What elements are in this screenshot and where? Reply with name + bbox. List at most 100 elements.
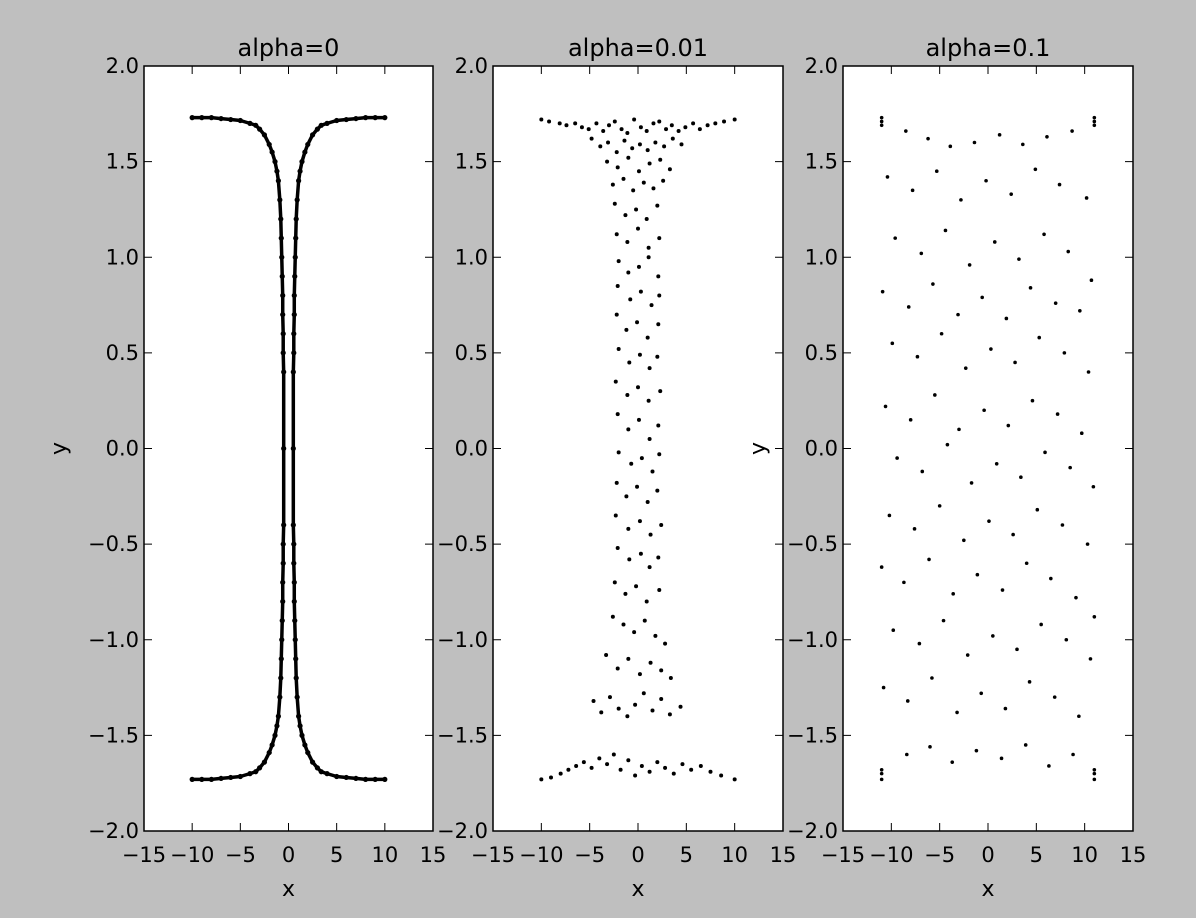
data-point <box>539 777 544 782</box>
data-point <box>646 398 651 403</box>
y-tick-label: 0.0 <box>455 437 488 461</box>
data-point <box>598 144 603 149</box>
data-point <box>631 188 636 193</box>
data-points <box>879 115 1097 782</box>
data-point <box>558 771 563 776</box>
y-tick-label: −1.0 <box>88 628 139 652</box>
x-tick-label: 15 <box>770 843 797 867</box>
y-tick-label: −0.5 <box>437 532 488 556</box>
data-point <box>612 580 617 585</box>
data-point <box>679 142 684 147</box>
data-point <box>605 762 610 767</box>
data-point <box>1003 706 1008 711</box>
data-point <box>626 526 631 531</box>
data-points <box>189 115 388 782</box>
data-point <box>957 427 961 432</box>
data-point <box>616 259 621 264</box>
data-point <box>612 201 617 206</box>
data-point <box>626 155 631 160</box>
y-tick-label: −1.5 <box>787 723 838 747</box>
x-tick-label: −5 <box>574 843 605 867</box>
data-point <box>657 236 662 241</box>
data-point <box>1077 714 1081 719</box>
data-point <box>671 771 676 776</box>
data-point <box>1084 196 1089 200</box>
plot-title: alpha=0.01 <box>568 34 708 62</box>
data-point <box>950 760 955 764</box>
data-point <box>969 481 974 485</box>
data-point <box>1043 450 1047 455</box>
data-point <box>939 331 944 336</box>
data-point <box>1019 475 1023 479</box>
data-point <box>997 133 1002 137</box>
data-point <box>616 706 621 711</box>
data-point <box>955 710 959 715</box>
data-point <box>650 469 655 474</box>
data-point <box>879 115 884 120</box>
y-tick-label: 0.5 <box>805 341 838 365</box>
data-point <box>1092 768 1097 772</box>
data-point <box>619 127 624 132</box>
data-point <box>1042 232 1046 237</box>
x-tick-label: 5 <box>1030 843 1043 867</box>
data-point <box>573 121 578 126</box>
data-point <box>604 653 609 658</box>
data-point <box>656 274 661 279</box>
data-point <box>667 712 672 717</box>
data-point <box>594 121 599 126</box>
data-point <box>630 146 635 151</box>
data-point <box>905 699 910 703</box>
data-point <box>539 117 544 122</box>
data-point <box>639 456 644 461</box>
x-tick-label: −15 <box>122 843 166 867</box>
plot-title: alpha=0 <box>238 34 340 62</box>
x-tick-label: −5 <box>225 843 256 867</box>
data-point <box>625 392 630 397</box>
series-line <box>291 115 385 782</box>
data-point <box>564 123 569 128</box>
data-point <box>1017 257 1021 261</box>
subplot-3: alpha=0.1 −15 −10 −5 0 5 10 15 2.0 1.5 1.0 0.5 0.0 −0… <box>746 34 1146 902</box>
y-tick-label: −1.0 <box>787 628 838 652</box>
data-point <box>613 513 618 518</box>
data-point <box>1070 129 1074 133</box>
data-point <box>625 239 630 244</box>
data-point <box>732 777 737 782</box>
data-point <box>934 169 939 173</box>
x-axis-label: x <box>282 877 295 902</box>
y-tick-label: 1.5 <box>455 150 488 174</box>
data-point <box>1047 764 1051 768</box>
data-point <box>1092 115 1097 120</box>
data-point <box>639 763 644 768</box>
data-point <box>614 312 619 317</box>
x-tick-label: 10 <box>1071 843 1098 867</box>
y-tick-label: 0.5 <box>106 341 139 365</box>
data-point <box>646 245 651 250</box>
data-point <box>610 182 615 187</box>
data-point <box>653 140 658 145</box>
data-point <box>732 117 737 122</box>
x-axis-label: x <box>631 877 644 902</box>
data-point <box>1071 752 1075 757</box>
data-point <box>956 312 960 317</box>
data-point <box>895 456 899 460</box>
data-point <box>1021 142 1025 147</box>
data-point <box>636 169 641 174</box>
axes-frame <box>492 65 784 832</box>
data-point <box>645 148 650 153</box>
data-point <box>589 765 594 770</box>
y-tick-label: −2.0 <box>787 819 838 843</box>
data-point <box>697 127 702 132</box>
data-point <box>1092 777 1097 782</box>
data-point <box>1035 507 1040 512</box>
data-point <box>612 119 617 124</box>
data-point <box>1027 680 1032 684</box>
x-tick-label: −10 <box>519 843 563 867</box>
data-point <box>926 136 930 141</box>
data-point <box>610 614 615 619</box>
data-point <box>605 159 610 164</box>
data-point <box>648 532 653 537</box>
data-point <box>653 633 658 638</box>
data-point <box>669 123 674 128</box>
